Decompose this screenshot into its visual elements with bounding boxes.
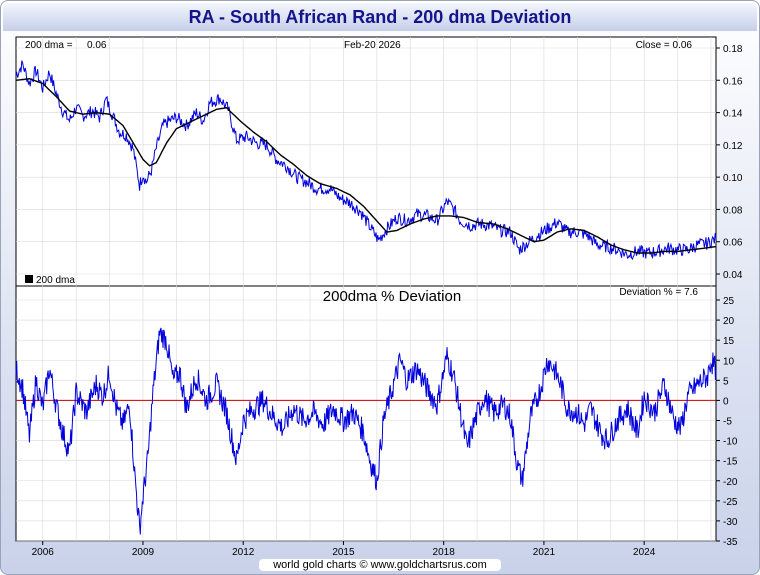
- deviation-y-tick-label: -20: [723, 477, 738, 488]
- deviation-y-tick-label: 15: [723, 336, 735, 347]
- price-y-tick-label: 0.04: [723, 270, 743, 281]
- deviation-panel: [15, 285, 717, 542]
- x-tick-label: 2015: [332, 547, 355, 558]
- deviation-y-tick-label: 0: [723, 396, 729, 407]
- price-panel: [15, 36, 717, 287]
- x-axis: 2006 2009 2012 2015 2018 2021 2024: [32, 541, 656, 558]
- deviation-y-tick-label: 10: [723, 356, 735, 367]
- legend-swatch: [25, 275, 33, 283]
- price-series-line: [15, 60, 717, 261]
- x-tick-label: 2006: [32, 547, 55, 558]
- deviation-y-tick-label: 5: [723, 376, 729, 387]
- close-label: Close = 0.06: [636, 40, 693, 51]
- header-date: Feb-20 2026: [344, 40, 401, 51]
- deviation-series-line: [15, 327, 717, 535]
- deviation-y-axis: 25 20 15 10 5 0 -5 -10 -15 -20 -25 -30 -35: [716, 296, 738, 548]
- price-y-tick-label: 0.10: [723, 173, 743, 184]
- price-y-tick-label: 0.06: [723, 238, 743, 249]
- price-y-tick-label: 0.12: [723, 141, 743, 152]
- legend-label: 200 dma: [36, 275, 75, 286]
- dma-header-label: 200 dma =: [25, 40, 73, 51]
- deviation-y-tick-label: -35: [723, 537, 738, 548]
- deviation-y-tick-label: -25: [723, 497, 738, 508]
- price-y-axis: 0.18 0.16 0.14 0.12 0.10 0.08 0.06 0.04: [716, 44, 743, 281]
- price-y-tick-label: 0.18: [723, 44, 743, 55]
- price-y-tick-label: 0.14: [723, 109, 743, 120]
- deviation-y-tick-label: -5: [723, 417, 732, 428]
- x-tick-label: 2024: [633, 547, 656, 558]
- x-tick-label: 2012: [232, 547, 255, 558]
- price-y-tick-label: 0.08: [723, 205, 743, 216]
- deviation-gridlines: [16, 286, 716, 542]
- x-tick-label: 2018: [433, 547, 456, 558]
- price-y-tick-label: 0.16: [723, 76, 743, 87]
- price-gridlines: [16, 37, 716, 286]
- deviation-y-tick-label: -30: [723, 517, 738, 528]
- deviation-y-tick-label: -15: [723, 457, 738, 468]
- x-tick-label: 2009: [132, 547, 155, 558]
- dma-header-value: 0.06: [87, 40, 107, 51]
- deviation-y-tick-label: -10: [723, 437, 738, 448]
- deviation-y-tick-label: 25: [723, 296, 735, 307]
- footer-text: world gold charts © www.goldchartsrus.co…: [259, 559, 501, 571]
- deviation-title: 200dma % Deviation: [323, 288, 461, 305]
- footer: world gold charts © www.goldchartsrus.co…: [1, 557, 759, 573]
- x-tick-label: 2021: [533, 547, 556, 558]
- dma-series-line: [15, 77, 717, 254]
- deviation-y-tick-label: 20: [723, 316, 735, 327]
- chart-title: RA - South African Rand - 200 dma Deviat…: [3, 3, 757, 31]
- deviation-value-label: Deviation % = 7.6: [619, 287, 698, 298]
